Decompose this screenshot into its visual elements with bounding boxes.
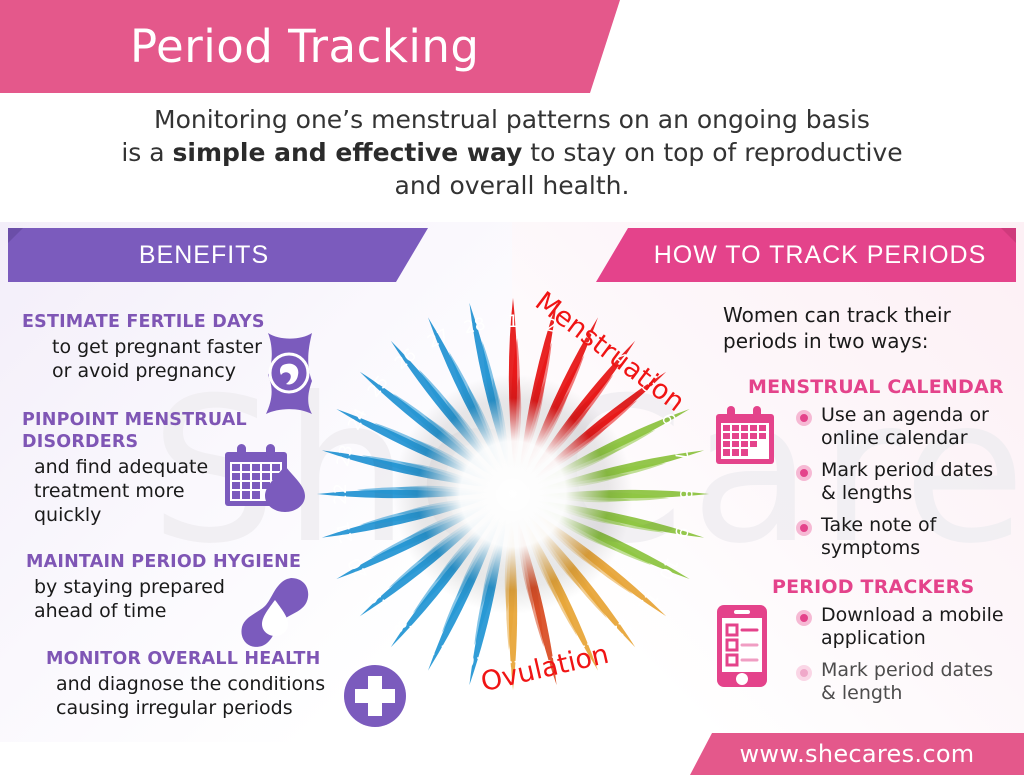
track-intro-text: Women can track their periods in two ways…: [723, 303, 951, 353]
calendar-icon: [714, 404, 776, 471]
cycle-day-label-8: 8: [675, 489, 695, 500]
pad-drop-icon: [237, 574, 313, 655]
benefits-banner-label: BENEFITS: [138, 240, 270, 269]
bullet-dot-icon: [796, 520, 812, 536]
bullet-text: Download a mobile application: [821, 604, 1004, 649]
list-item: Use an agenda or online calendar: [796, 404, 1007, 450]
benefit-body: to get pregnant faster or avoid pregnancy: [52, 336, 262, 382]
menstrual-cycle-wheel: 1 2 3 4 5 6 7 8 9 10 11 12 13 14 15 16 17 18 19 20 21 22 23 24 2…: [300, 268, 730, 718]
benefit-item-estimate-fertile-days: ESTIMATE FERTILE DAYS to get pregnant fa…: [22, 311, 265, 383]
subtitle-line2-post: to stay on top of reproductive: [522, 138, 903, 167]
list-item: Mark period dates & length: [796, 659, 1007, 705]
cycle-day-label-27: 27: [424, 325, 452, 352]
list-item: Mark period dates & lengths: [796, 459, 1007, 505]
mobile-phone-icon: [716, 604, 768, 693]
calendar-drop-icon: [221, 442, 313, 519]
subtitle-line2-bold: simple and effective way: [172, 138, 523, 167]
cycle-day-label-21: 21: [333, 520, 357, 546]
cycle-day-label-1: 1: [508, 312, 519, 332]
cycle-day-label-20: 20: [344, 555, 371, 583]
medical-cross-icon: [343, 664, 407, 733]
benefit-item-monitor-overall-health: MONITOR OVERALL HEALTH and diagnose the …: [46, 648, 325, 720]
cycle-day-label-7: 7: [670, 448, 692, 463]
header-banner: Period Tracking: [0, 0, 620, 93]
bullet-text: Take note of symptoms: [821, 514, 937, 559]
subtitle-line-1: Monitoring one’s menstrual patterns on a…: [154, 105, 870, 134]
bullet-dot-icon: [796, 410, 812, 426]
benefit-heading: MAINTAIN PERIOD HYGIENE: [26, 552, 302, 572]
bullet-dot-icon: [796, 465, 812, 481]
cycle-wheel-svg: 1 234567891011121314151617181920212223242…: [317, 298, 709, 690]
cycle-day-label-14: 14: [539, 650, 565, 674]
menstrual-calendar-heading: MENSTRUAL CALENDAR: [748, 376, 1004, 398]
bullet-dot-icon: [796, 610, 812, 626]
pregnancy-icon: [250, 331, 328, 421]
cycle-day-label-10: 10: [654, 555, 681, 583]
cycle-day-label-16: 16: [462, 650, 488, 674]
bullet-dot-icon: [796, 665, 812, 681]
period-trackers-bullets: Download a mobile application Mark period…: [796, 604, 1007, 714]
benefit-body: and diagnose the conditions causing irreg…: [56, 673, 326, 719]
benefit-item-pinpoint-menstrual-disorders: PINPOINT MENSTRUAL DISORDERS and find ade…: [22, 409, 247, 527]
menstrual-calendar-bullets: Use an agenda or online calendar Mark per…: [796, 404, 1007, 569]
bullet-text: Use an agenda or online calendar: [821, 404, 989, 449]
website-url: www.shecares.com: [739, 740, 975, 768]
benefit-body: and find adequate treatment more quickly: [34, 456, 209, 526]
cycle-day-label-9: 9: [670, 525, 692, 540]
subtitle-block: Monitoring one’s menstrual patterns on a…: [0, 103, 1024, 202]
footer-banner: www.shecares.com: [690, 733, 1024, 775]
subtitle-line2-pre: is a: [121, 138, 173, 167]
benefit-heading: ESTIMATE FERTILE DAYS: [22, 312, 265, 332]
subtitle-line-3: and overall health.: [394, 171, 630, 200]
benefit-body: by staying prepared ahead of time: [34, 576, 225, 622]
track-banner-label: HOW TO TRACK PERIODS: [653, 240, 987, 269]
cycle-day-label-17: 17: [424, 635, 452, 662]
cycle-day-label-28: 28: [462, 314, 488, 338]
cycle-day-label-23: 23: [333, 443, 357, 469]
cycle-day-label-15: 15: [502, 656, 524, 676]
benefit-heading: PINPOINT MENSTRUAL DISORDERS: [22, 410, 247, 452]
cycle-day-label-2: 2: [544, 315, 559, 337]
cycle-day-label-22: 22: [331, 483, 351, 505]
bullet-text: Mark period dates & lengths: [821, 459, 994, 504]
benefit-item-maintain-period-hygiene: MAINTAIN PERIOD HYGIENE by staying prepa…: [26, 551, 301, 623]
bullet-text: Mark period dates & length: [821, 659, 994, 704]
benefit-heading: MONITOR OVERALL HEALTH: [46, 649, 321, 669]
track-banner: HOW TO TRACK PERIODS: [596, 228, 1016, 282]
subtitle-line-2: is a simple and effective way to stay on…: [0, 136, 1024, 169]
page-title: Period Tracking: [130, 20, 480, 73]
cycle-day-label-24: 24: [344, 405, 371, 433]
list-item: Download a mobile application: [796, 604, 1007, 650]
period-trackers-heading: PERIOD TRACKERS: [772, 576, 975, 598]
benefits-banner: BENEFITS: [8, 228, 428, 282]
list-item: Take note of symptoms: [796, 514, 1007, 560]
